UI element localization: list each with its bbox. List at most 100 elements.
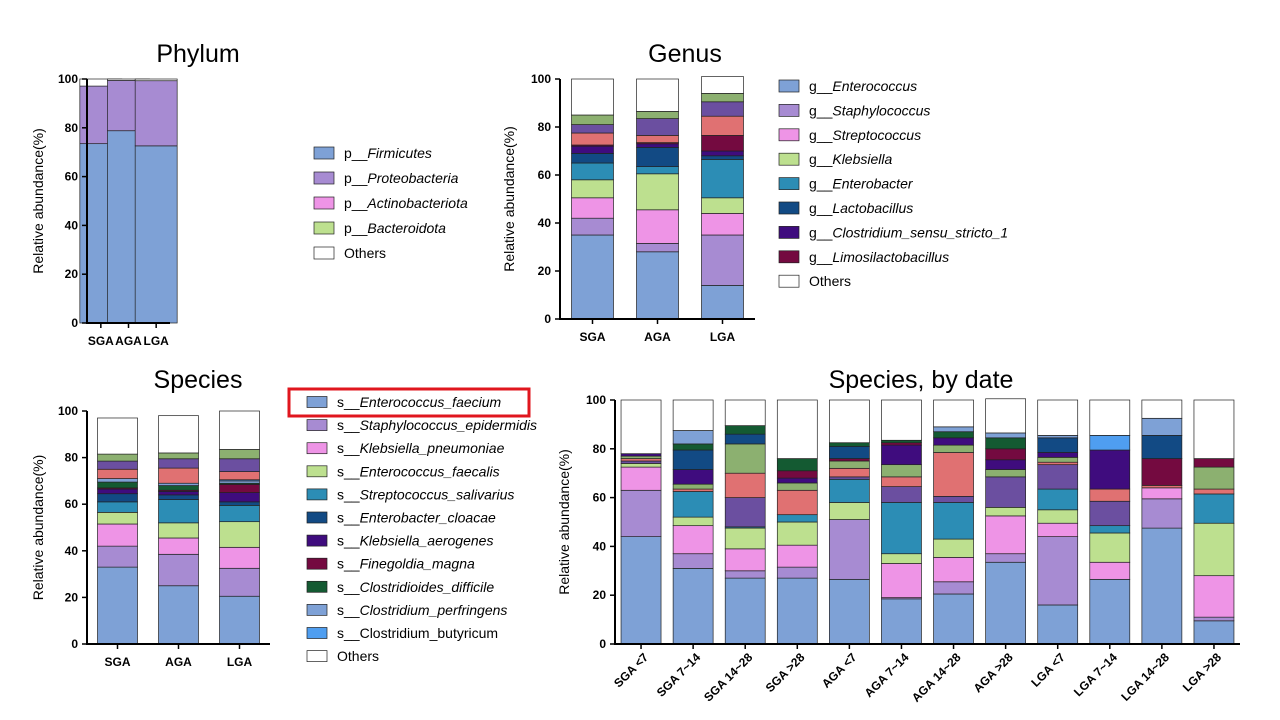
bar-segment-lga-7-s-klebsiella-pneumoniae [1037,522,1079,537]
bar-segment-lga-s-enterococcus-faecalis [219,521,260,548]
bar-segment-sga-28-s-klebsiella-pneumoniae [776,544,818,568]
legend-prefix: s__ [337,440,360,456]
bar-segment-aga-s-klebsiella-pneumoniae [158,537,199,555]
bar-segment-sga-28-band-c [776,482,818,491]
legend-label-p-firmicutes: p__Firmicutes [344,145,432,161]
y-tick-label: 100 [531,72,551,86]
bar-segment-sga-s-klebsiella-aerogenes [97,488,138,495]
bar-segment-aga-28-band-c [985,469,1026,478]
y-tick-label: 0 [71,316,78,330]
bar-segment-lga-s-klebsiella-aerogenes [219,492,260,503]
legend-name: Klebsiella_aerogenes [360,533,494,549]
bar-segment-aga-s-klebsiella-aerogenes [158,491,199,496]
bar-segment-aga-7-s-enterococcus-faecalis [829,502,870,520]
bar-segment-lga-g-limosilactobacillus [701,135,744,152]
legend-label-g-streptococcus: g__Streptococcus [809,127,921,143]
bar-segment-sga-7-14-s-klebsiella-pneumoniae [672,525,714,555]
bar-segment-aga-band-b [158,458,199,469]
bar-segment-aga-g-clostridium-sensu-stricto-1 [636,143,679,148]
legend-prefix: p__ [344,195,368,211]
legend-label-g-lactobacillus: g__Lactobacillus [809,200,913,216]
bar-segment-sga-14-28-band-b [724,497,766,528]
legend-swatch-g-enterococcus [778,79,800,93]
y-tick-label: 20 [65,590,79,604]
bar-segment-aga-14-28-s-enterococcus-faecium [933,593,974,645]
x-tick-label: LGA 14~28 [1118,650,1172,704]
bar-segment-lga-s-finegoldia-magna [219,484,260,493]
bar-segment-sga-28-s-streptococcus-salivarius [776,514,818,523]
legend-label-others: Others [344,245,386,261]
legend-name: Firmicutes [367,145,432,161]
bar-segment-aga-28-s-clostridioides-difficile [985,437,1026,450]
bar-segment-sga-7-14-s-enterococcus-faecalis [672,516,714,527]
x-tick-label: LGA [227,655,253,669]
x-tick-label: SGA >28 [763,650,808,695]
bar-segment-sga-28-s-finegoldia-magna [776,470,818,479]
bar-segment-aga-7-band-c [829,460,870,469]
y-tick-label: 40 [593,539,607,553]
legend-label-others: Others [809,273,851,289]
legend-prefix: g__ [809,224,833,240]
bar-segment-aga-7-14-s-enterococcus-faecalis [881,553,922,564]
legend-name: Clostridium_perfringens [360,602,508,618]
legend-prefix: s__ [337,602,360,618]
bar-segment-lga-28-band-a [1193,488,1235,495]
legend-label-s-enterococcus-faecalis: s__Enterococcus_faecalis [337,463,500,479]
legend-label-s-clostridium-butyricum: s__Clostridium_butyricum [337,625,498,641]
x-tick-label: AGA >28 [971,650,1016,695]
bar-segment-aga-28-s-klebsiella-pneumoniae [985,515,1026,555]
bar-segment-aga-7-s-streptococcus-salivarius [829,478,870,503]
bar-segment-sga-s-enterobacter-cloacae [97,493,138,503]
bar-segment-lga-7-s-clostridium-perfringens [1037,435,1079,439]
bar-segment-lga-28-s-streptococcus-salivarius [1193,493,1235,524]
bar-segment-sga-band-a [97,468,138,479]
bar-segment-aga-7-others [829,399,870,444]
legend-prefix: s__ [337,625,360,641]
bar-segment-lga-28-band-c [1193,466,1235,490]
bar-segment-aga-band-b [636,118,679,136]
legend-label-s-staphylococcus-epidermidis: s__Staphylococcus_epidermidis [337,417,537,433]
bar-segment-sga-s-klebsiella-pneumoniae [97,523,138,547]
legend-swatch-g-klebsiella [778,152,800,166]
chart-title: Phylum [156,40,239,68]
bar-segment-aga-g-lactobacillus [636,147,679,167]
legend-label-s-enterobacter-cloacae: s__Enterobacter_cloacae [337,510,496,526]
bar-segment-sga-s-staphylococcus-epidermidis [97,545,138,568]
bar-segment-sga-g-enterococcus [571,234,614,320]
bar-segment-aga-7-s-enterobacter-cloacae [829,446,870,459]
bar-segment-aga-28-band-b [985,476,1026,508]
y-tick-label: 0 [544,312,551,326]
bar-segment-lga-band-b [701,101,744,117]
bar-segment-sga-14-28-s-enterobacter-cloacae [724,433,766,445]
legend-swatch-s-enterobacter-cloacae [306,511,328,524]
legend-label-g-enterococcus: g__Enterococcus [809,78,917,94]
bar-segment-lga-7-14-others [1089,399,1131,436]
bar-segment-aga-others [158,415,199,454]
legend-label-s-streptococcus-salivarius: s__Streptococcus_salivarius [337,486,514,502]
bar-segment-aga-7-14-band-a [881,476,922,487]
y-tick-label: 60 [538,168,552,182]
legend-name: Clostridium_sensu_stricto_1 [832,224,1008,240]
bar-segment-aga-28-s-staphylococcus-epidermidis [985,553,1026,563]
bar-segment-sga-14-28-band-c [724,443,766,474]
bar-segment-aga-28-s-enterococcus-faecalis [985,507,1026,517]
bar-segment-lga-7-band-b [1037,464,1079,490]
legend-name: Bacteroidota [367,220,446,236]
bar-segment-sga-g-klebsiella [571,179,614,199]
x-tick-label: AGA [115,334,142,348]
bar-segment-sga-7-14-s-clostridium-perfringens [672,430,714,445]
bar-segment-sga-7-14-s-enterococcus-faecium [672,568,714,645]
legend-swatch-s-enterococcus-faecalis [306,465,328,478]
x-tick-label: SGA [88,334,114,348]
bar-segment-aga-28-s-klebsiella-aerogenes [985,459,1026,470]
legend-swatch-p-bacteroidota [313,221,335,235]
legend-swatch-others [313,246,335,260]
bar-segment-sga-7-14-band-a [672,488,714,492]
y-tick-label: 60 [65,497,79,511]
bar-segment-aga-s-streptococcus-salivarius [158,499,199,524]
bar-segment-sga-band-c [97,453,138,462]
legend-label-s-klebsiella-pneumoniae: s__Klebsiella_pneumoniae [337,440,505,456]
y-tick-label: 0 [599,637,606,651]
bar-segment-lga-g-klebsiella [701,197,744,214]
bar-segment-sga-others [97,417,138,455]
